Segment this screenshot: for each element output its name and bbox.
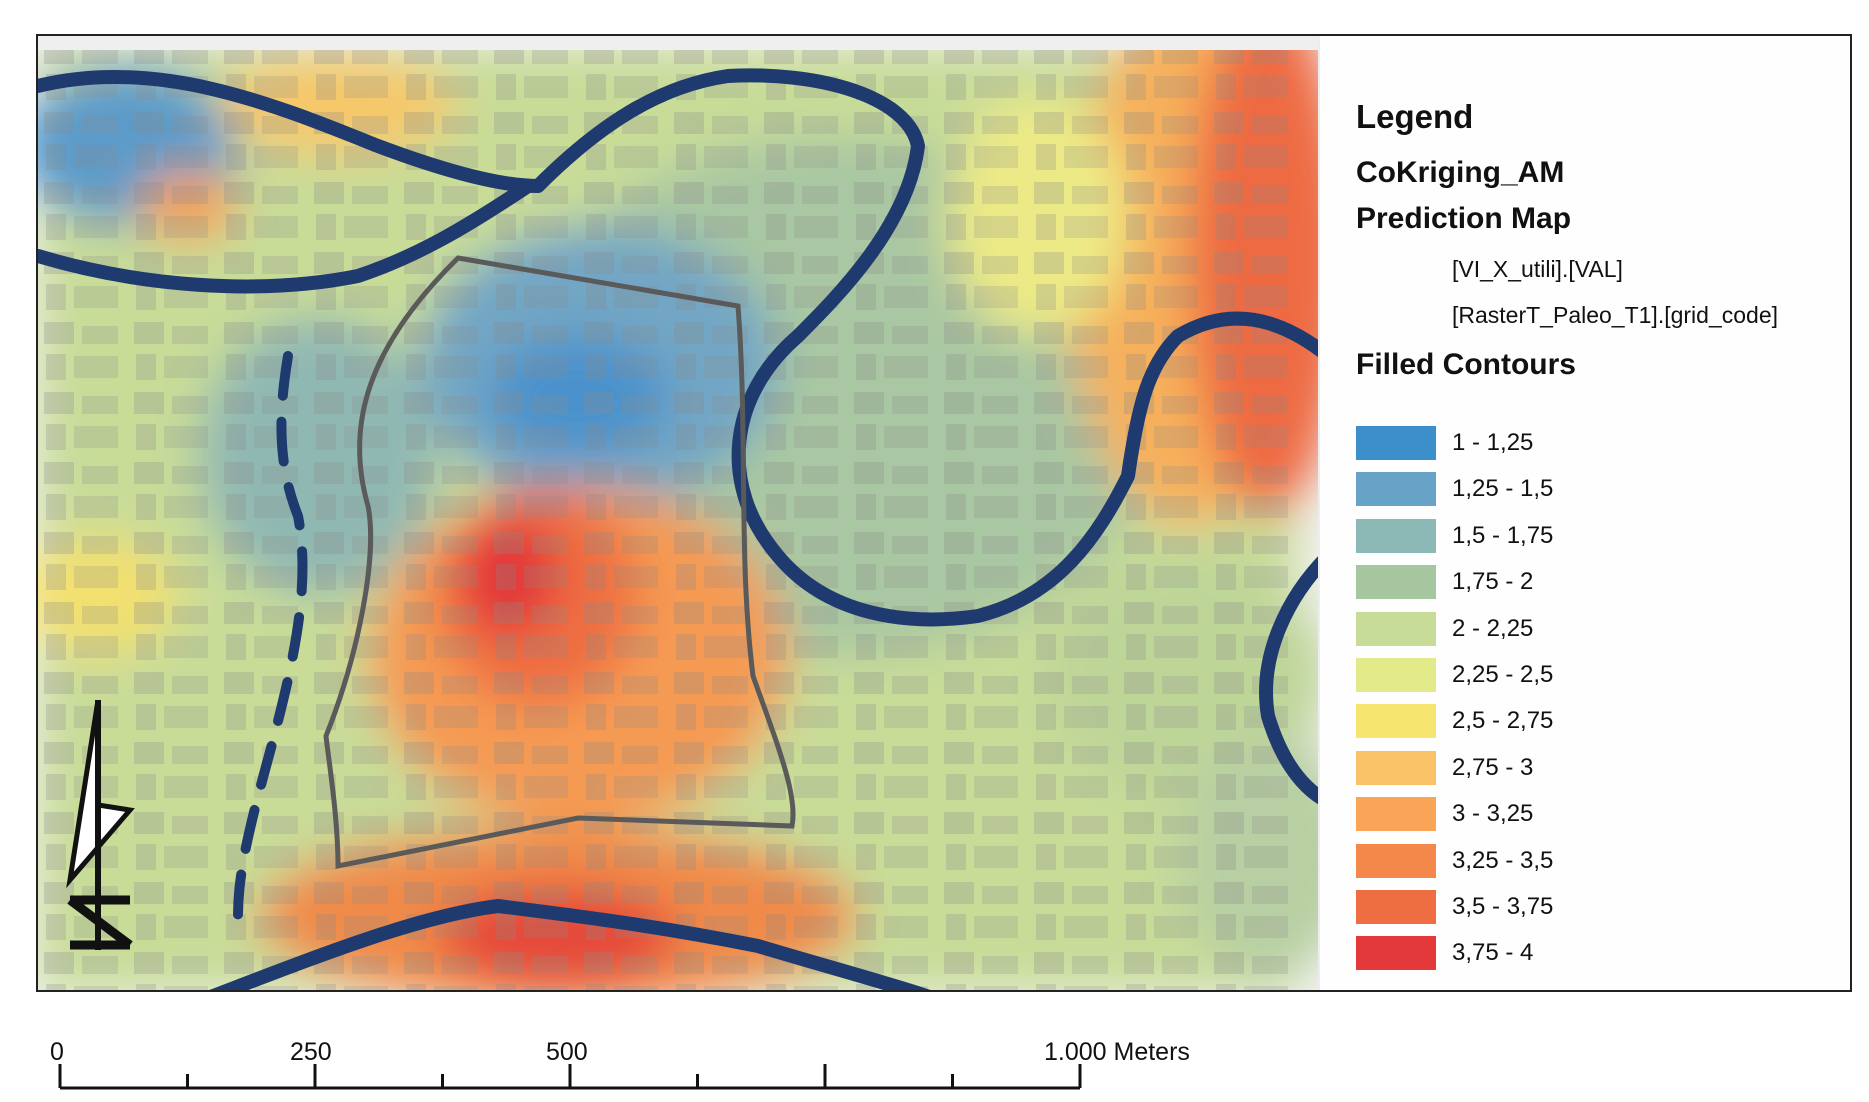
legend-swatch (1356, 797, 1436, 832)
scale-label-500: 500 (546, 1038, 588, 1066)
legend-swatch (1356, 518, 1436, 553)
legend-item: 2,5 - 2,75 (1356, 704, 1816, 739)
legend-swatch (1356, 565, 1436, 600)
paleo-channel-east (1259, 549, 1345, 813)
legend-item-label: 1,25 - 1,5 (1452, 475, 1554, 503)
legend-item: 2 - 2,25 (1356, 611, 1816, 646)
legend-item: 3,5 - 3,75 (1356, 890, 1816, 924)
north-arrow-icon (66, 700, 135, 950)
legend-swatch (1356, 426, 1436, 460)
legend-swatch (1356, 658, 1436, 692)
scale-label-1000: 1.000 Meters (1044, 1038, 1190, 1066)
legend-field-raster: [RasterT_Paleo_T1].[grid_code] (1452, 302, 1779, 328)
scale-label-0: 0 (50, 1038, 64, 1066)
legend-item-label: 2,5 - 2,75 (1452, 707, 1554, 735)
legend-item-label: 1,75 - 2 (1452, 568, 1534, 596)
paleo-channel-north (38, 68, 1335, 627)
legend-item: 1,25 - 1,5 (1356, 472, 1816, 507)
paleo-channel-dashed (233, 351, 308, 921)
legend-swatch (1356, 843, 1436, 878)
legend-item: 3,75 - 4 (1356, 936, 1816, 971)
legend-item-label: 1 - 1,25 (1452, 429, 1534, 456)
legend-swatch (1356, 704, 1436, 739)
scale-bar (58, 1064, 1082, 1090)
legend: Legend CoKriging_AM Prediction Map [VI_X… (1320, 36, 1850, 990)
legend-item-label: 2,25 - 2,5 (1452, 661, 1554, 688)
legend-swatch (1356, 890, 1436, 924)
legend-item: 3 - 3,25 (1356, 797, 1816, 832)
legend-title: Legend (1356, 98, 1474, 135)
legend-item: 1,5 - 1,75 (1356, 518, 1816, 553)
study-area-outline (323, 255, 796, 870)
legend-swatch (1356, 936, 1436, 971)
legend-item-label: 2 - 2,25 (1452, 614, 1534, 642)
legend-layer-name: CoKriging_AM (1356, 156, 1565, 189)
scale-label-250: 250 (290, 1038, 332, 1066)
scale-ticks (58, 1064, 1082, 1088)
legend-item: 1,75 - 2 (1356, 565, 1816, 600)
map-frame[interactable]: Legend CoKriging_AM Prediction Map [VI_X… (36, 34, 1852, 992)
legend-item: 1 - 1,25 (1356, 426, 1816, 460)
paleo-channel-west-loop (38, 179, 535, 294)
paleo-channel-south (209, 899, 931, 990)
legend-item-label: 3,25 - 3,5 (1452, 846, 1554, 874)
legend-item-label: 2,75 - 3 (1452, 753, 1534, 781)
legend-item: 2,75 - 3 (1356, 750, 1816, 785)
legend-item-label: 3,5 - 3,75 (1452, 893, 1554, 920)
legend-item-label: 3,75 - 4 (1452, 939, 1534, 967)
legend-item: 3,25 - 3,5 (1356, 843, 1816, 878)
legend-item: 2,25 - 2,5 (1356, 658, 1816, 692)
legend-swatch (1356, 472, 1436, 507)
paleo-channels (38, 68, 1850, 990)
legend-field-vi: [VI_X_utili].[VAL] (1452, 256, 1623, 282)
legend-filled-contours: Filled Contours (1356, 348, 1576, 381)
legend-prediction-map: Prediction Map (1356, 202, 1572, 235)
legend-item-label: 1,5 - 1,75 (1452, 521, 1554, 549)
legend-swatch (1356, 611, 1436, 646)
legend-item-label: 3 - 3,25 (1452, 800, 1534, 828)
legend-swatch (1356, 750, 1436, 785)
